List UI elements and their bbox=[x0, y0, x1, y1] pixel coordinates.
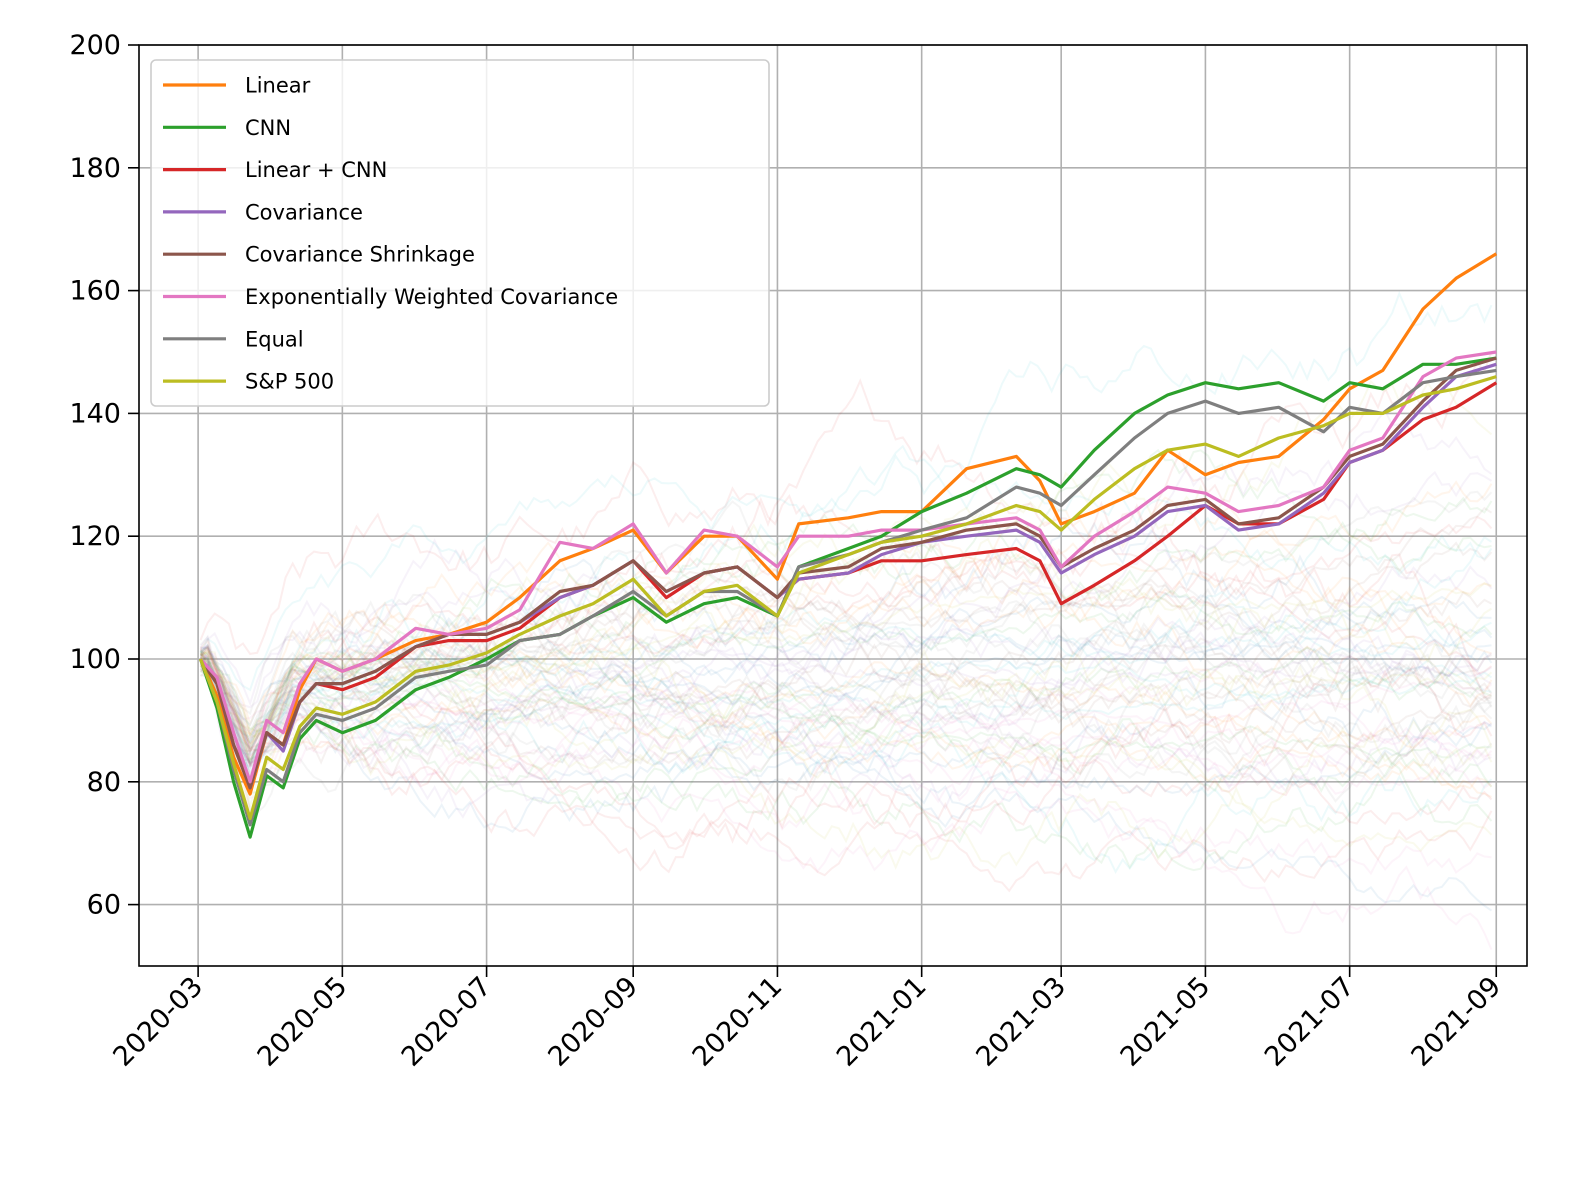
series-line-s-p-500 bbox=[199, 375, 1497, 821]
legend-entry-label: Covariance Shrinkage bbox=[245, 243, 475, 267]
background-series-line bbox=[200, 662, 1493, 794]
plot-frame bbox=[138, 44, 1528, 967]
background-series-line bbox=[199, 646, 1492, 790]
background-series-line bbox=[199, 448, 1493, 732]
background-series-line bbox=[199, 623, 1493, 775]
background-series-line bbox=[200, 642, 1492, 780]
background-series-line bbox=[200, 656, 1493, 833]
background-series-line bbox=[200, 663, 1493, 790]
background-series-line bbox=[200, 644, 1493, 950]
series-line-covariance-shrinkage bbox=[199, 356, 1497, 790]
y-tick-label: 200 bbox=[69, 30, 121, 61]
y-tick-label: 100 bbox=[69, 644, 121, 675]
background-series-line bbox=[199, 480, 1493, 737]
background-series-line bbox=[199, 628, 1493, 745]
background-series-line bbox=[199, 470, 1493, 779]
background-series-line bbox=[200, 646, 1492, 765]
background-series-line bbox=[199, 656, 1492, 813]
y-tick-label: 60 bbox=[87, 890, 121, 921]
background-series-line bbox=[199, 653, 1492, 763]
background-series-line bbox=[199, 634, 1492, 819]
background-series-line bbox=[199, 645, 1493, 790]
legend: Linear CNN Linear + CNN Covariance Covarianc… bbox=[150, 59, 770, 407]
background-series-line bbox=[199, 535, 1493, 792]
background-series-line bbox=[200, 654, 1492, 775]
background-series-line bbox=[200, 634, 1493, 794]
y-axis-ticks: 60 80 100 120 140 160 180 200 bbox=[69, 30, 139, 921]
legend-box bbox=[150, 59, 770, 407]
legend-entry-label: Exponentially Weighted Covariance bbox=[245, 285, 618, 309]
background-series-line bbox=[199, 661, 1493, 769]
background-series-line bbox=[199, 651, 1493, 814]
background-series-line bbox=[200, 657, 1493, 777]
background-series-line bbox=[199, 662, 1493, 912]
series-lines-layer bbox=[198, 252, 1498, 839]
background-series-line bbox=[199, 582, 1492, 765]
background-series-line bbox=[200, 657, 1493, 795]
y-tick-label: 120 bbox=[69, 521, 121, 552]
background-series-line bbox=[199, 645, 1493, 853]
background-series-line bbox=[200, 565, 1493, 765]
series-line-exponentially-weighted-covariance bbox=[199, 350, 1497, 784]
background-series-line bbox=[200, 599, 1492, 734]
background-series-line bbox=[199, 500, 1493, 737]
background-series-line bbox=[200, 655, 1492, 774]
background-series-line bbox=[199, 654, 1493, 893]
background-series-line bbox=[199, 606, 1493, 779]
background-series-line bbox=[199, 591, 1492, 765]
y-tick-label: 160 bbox=[69, 276, 121, 307]
legend-entry-label: CNN bbox=[245, 116, 291, 140]
legend-entry-label: S&P 500 bbox=[245, 370, 334, 394]
y-tick-label: 80 bbox=[87, 767, 121, 798]
background-series-line bbox=[200, 595, 1493, 727]
legend-entry-label: Equal bbox=[245, 327, 304, 351]
legend-entry-label: Linear + CNN bbox=[245, 158, 387, 182]
y-tick-label: 140 bbox=[69, 398, 121, 429]
background-series-line bbox=[199, 592, 1492, 755]
background-series-line bbox=[199, 351, 1493, 768]
background-series-line bbox=[199, 582, 1493, 730]
legend-entry-label: Linear bbox=[245, 74, 311, 98]
background-series-line bbox=[200, 589, 1493, 745]
legend-entry-label: Covariance bbox=[245, 200, 363, 224]
background-series-line bbox=[199, 652, 1493, 808]
background-series-line bbox=[200, 649, 1493, 756]
background-series-layer bbox=[199, 290, 1493, 950]
background-series-line bbox=[199, 644, 1493, 787]
background-series-line bbox=[199, 619, 1493, 755]
background-series-line bbox=[199, 650, 1493, 870]
background-series-line bbox=[199, 408, 1493, 707]
background-series-line bbox=[199, 640, 1493, 762]
background-series-line bbox=[199, 652, 1493, 850]
background-series-line bbox=[199, 534, 1492, 740]
background-series-line bbox=[199, 555, 1493, 776]
background-series-line bbox=[199, 513, 1492, 738]
background-series-line bbox=[199, 639, 1493, 741]
background-series-line bbox=[199, 655, 1493, 874]
background-series-line bbox=[200, 651, 1493, 872]
background-series-line bbox=[199, 378, 1492, 699]
background-series-line bbox=[200, 652, 1492, 876]
background-series-line bbox=[199, 444, 1493, 692]
background-series-line bbox=[200, 515, 1493, 750]
background-series-line bbox=[199, 521, 1492, 770]
y-tick-label: 180 bbox=[69, 153, 121, 184]
